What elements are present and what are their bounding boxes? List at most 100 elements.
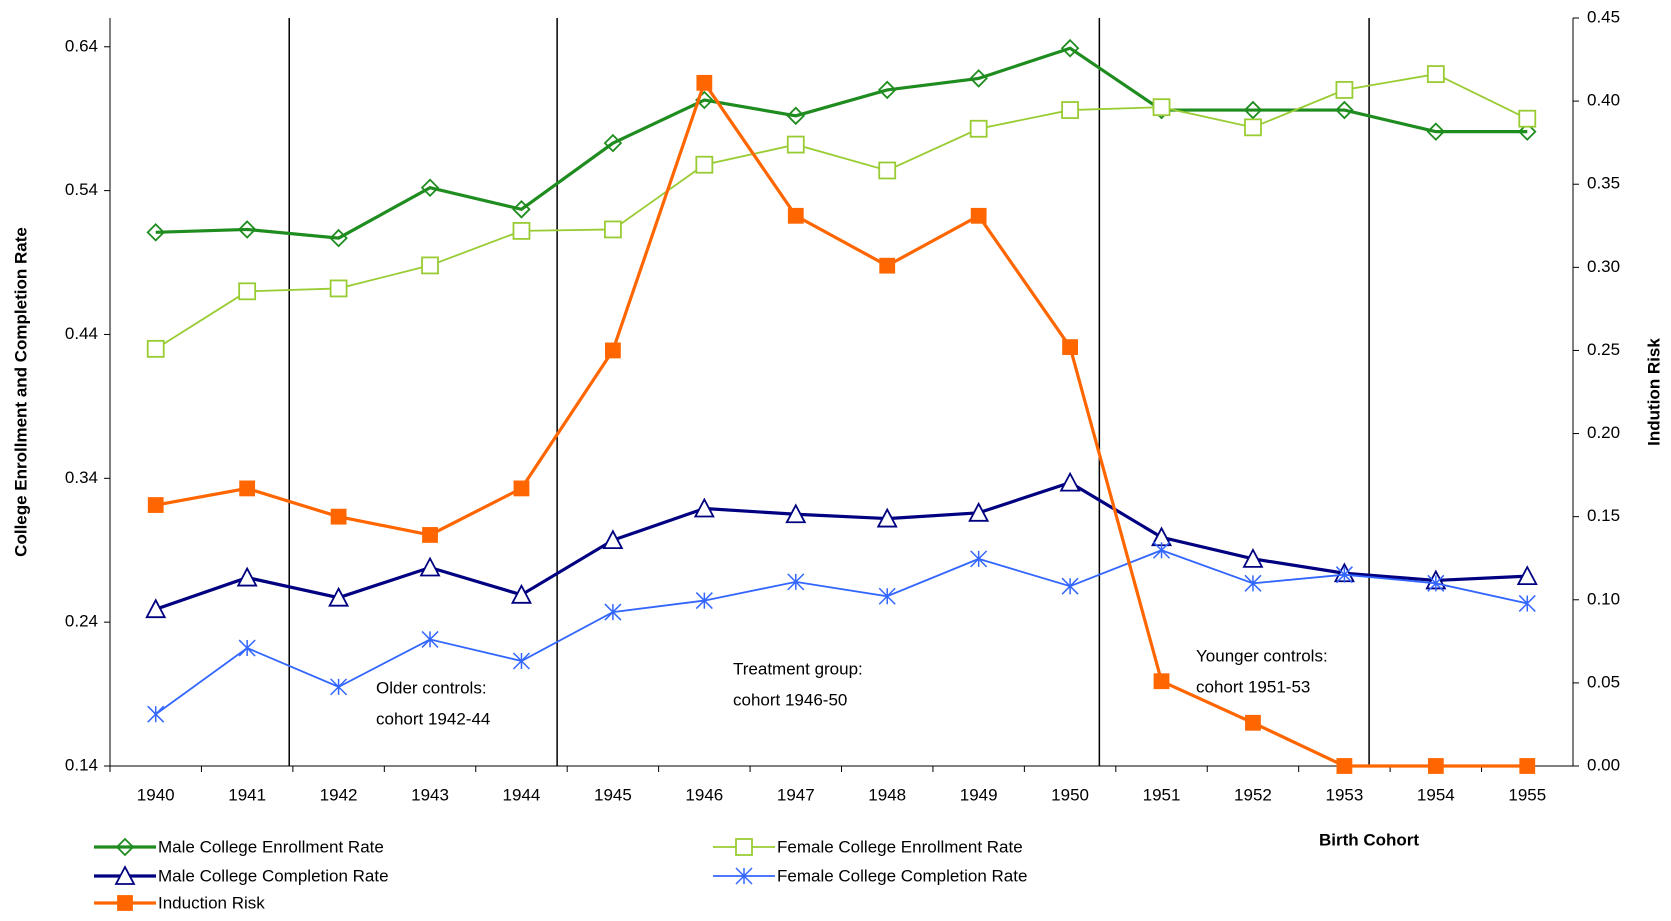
- marker: [693, 497, 715, 518]
- marker: [969, 119, 988, 138]
- marker: [1518, 122, 1537, 141]
- legend-marker: [114, 865, 136, 885]
- y2-tick-label: 0.40: [1587, 91, 1620, 110]
- marker: [877, 80, 897, 100]
- marker: [512, 221, 531, 240]
- marker: [1061, 101, 1079, 119]
- marker: [420, 178, 440, 198]
- annotation: Younger controls:: [1196, 646, 1328, 665]
- marker: [969, 69, 988, 88]
- marker: [876, 507, 898, 528]
- marker: [1336, 758, 1353, 774]
- x-tick-label: 1955: [1508, 785, 1546, 804]
- marker: [1243, 100, 1263, 120]
- marker: [787, 207, 804, 224]
- y-tick-label: 0.14: [65, 755, 98, 774]
- marker: [236, 566, 258, 587]
- marker: [786, 106, 806, 126]
- y-tick-label: 0.24: [65, 612, 98, 631]
- y2-axis-label: Indution Risk: [1644, 338, 1663, 446]
- marker: [1244, 574, 1262, 592]
- x-tick-label: 1950: [1051, 785, 1089, 804]
- marker: [1427, 574, 1445, 592]
- marker: [238, 639, 256, 657]
- y-tick-label: 0.34: [65, 468, 98, 487]
- legend-label: Female College Enrollment Rate: [777, 837, 1023, 856]
- y2-tick-label: 0.25: [1587, 340, 1620, 359]
- marker: [878, 587, 896, 605]
- x-axis-label: Birth Cohort: [1319, 830, 1419, 849]
- y2-tick-label: 0.20: [1587, 423, 1620, 442]
- x-tick-label: 1944: [503, 785, 541, 804]
- series-line: [155, 73, 1528, 350]
- series: [146, 38, 1537, 248]
- legend-label: Male College Enrollment Rate: [158, 837, 384, 856]
- marker: [146, 223, 165, 242]
- annotation: cohort 1951-53: [1196, 677, 1310, 696]
- legend-marker: [115, 837, 135, 857]
- marker: [879, 257, 896, 274]
- marker: [238, 282, 257, 301]
- y2-tick-label: 0.05: [1587, 672, 1620, 691]
- marker: [145, 598, 167, 619]
- marker: [330, 508, 347, 525]
- series-line: [155, 480, 1528, 611]
- marker: [239, 480, 256, 497]
- legend-marker: [735, 867, 753, 885]
- series-line: [155, 79, 1528, 768]
- series: [145, 471, 1538, 619]
- marker: [604, 220, 622, 239]
- marker: [1335, 100, 1354, 120]
- marker: [1245, 714, 1261, 731]
- y-tick-label: 0.54: [65, 180, 98, 199]
- marker: [328, 586, 350, 607]
- x-tick-label: 1940: [137, 785, 175, 804]
- x-tick-label: 1949: [960, 785, 998, 804]
- annotation: Treatment group:: [733, 659, 863, 678]
- marker: [330, 678, 348, 696]
- marker: [421, 630, 439, 648]
- legend-label: Induction Risk: [158, 893, 265, 912]
- y2-tick-label: 0.30: [1587, 257, 1620, 276]
- marker: [1059, 471, 1081, 492]
- marker: [1153, 673, 1170, 690]
- marker: [1061, 577, 1079, 595]
- marker: [421, 256, 439, 275]
- annotation: Older controls:: [376, 678, 487, 697]
- legend-label: Female College Completion Rate: [777, 866, 1027, 885]
- marker: [512, 200, 531, 219]
- marker: [422, 527, 438, 543]
- legend-label: Male College Completion Rate: [158, 866, 389, 885]
- marker: [1062, 339, 1078, 356]
- marker: [605, 342, 621, 359]
- x-tick-label: 1947: [777, 785, 815, 804]
- series-line: [155, 46, 1528, 240]
- marker: [695, 155, 714, 174]
- marker: [146, 339, 165, 358]
- x-tick-label: 1948: [868, 785, 906, 804]
- marker: [237, 220, 257, 239]
- x-tick-label: 1952: [1234, 785, 1272, 804]
- legend-entry: Female College Enrollment Rate: [713, 837, 1023, 856]
- marker: [604, 603, 622, 621]
- x-tick-label: 1943: [411, 785, 449, 804]
- legend-entry: Induction Risk: [94, 893, 265, 912]
- marker: [970, 207, 987, 224]
- series: [146, 65, 1537, 358]
- marker: [147, 705, 165, 723]
- marker: [787, 573, 805, 591]
- marker: [1335, 81, 1354, 99]
- legend-marker: [117, 895, 133, 911]
- marker: [786, 135, 805, 154]
- legend-entry: Male College Enrollment Rate: [94, 837, 384, 856]
- marker: [1335, 566, 1353, 584]
- y-tick-label: 0.44: [65, 324, 98, 343]
- marker: [968, 501, 990, 522]
- marker: [1242, 547, 1264, 568]
- marker: [1519, 758, 1536, 774]
- marker: [602, 529, 624, 550]
- marker: [1518, 109, 1537, 128]
- y2-tick-label: 0.45: [1587, 7, 1620, 26]
- marker: [1152, 541, 1171, 559]
